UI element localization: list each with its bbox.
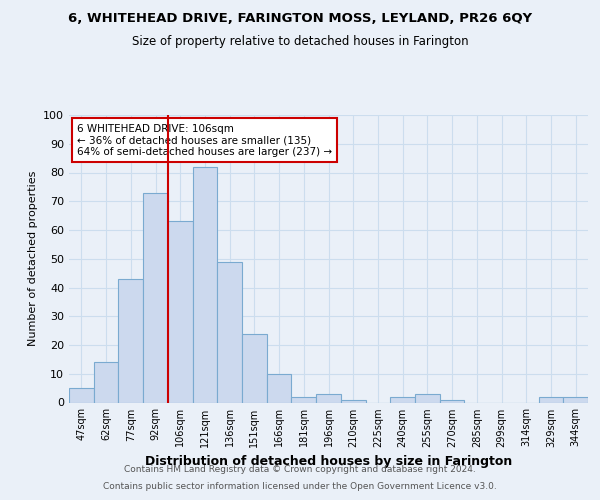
Bar [267, 374, 292, 402]
Bar [292, 397, 316, 402]
Y-axis label: Number of detached properties: Number of detached properties [28, 171, 38, 346]
Bar [316, 394, 341, 402]
Text: Contains HM Land Registry data © Crown copyright and database right 2024.: Contains HM Land Registry data © Crown c… [124, 465, 476, 474]
Text: 6, WHITEHEAD DRIVE, FARINGTON MOSS, LEYLAND, PR26 6QY: 6, WHITEHEAD DRIVE, FARINGTON MOSS, LEYL… [68, 12, 532, 26]
Text: Contains public sector information licensed under the Open Government Licence v3: Contains public sector information licen… [103, 482, 497, 491]
Bar [168, 222, 193, 402]
Bar [539, 397, 563, 402]
Bar [390, 397, 415, 402]
Bar [143, 192, 168, 402]
Bar [415, 394, 440, 402]
Bar [242, 334, 267, 402]
X-axis label: Distribution of detached houses by size in Farington: Distribution of detached houses by size … [145, 455, 512, 468]
Bar [118, 279, 143, 402]
Bar [341, 400, 365, 402]
Text: Size of property relative to detached houses in Farington: Size of property relative to detached ho… [131, 35, 469, 48]
Bar [440, 400, 464, 402]
Bar [193, 167, 217, 402]
Text: 6 WHITEHEAD DRIVE: 106sqm
← 36% of detached houses are smaller (135)
64% of semi: 6 WHITEHEAD DRIVE: 106sqm ← 36% of detac… [77, 124, 332, 157]
Bar [94, 362, 118, 403]
Bar [69, 388, 94, 402]
Bar [563, 397, 588, 402]
Bar [217, 262, 242, 402]
